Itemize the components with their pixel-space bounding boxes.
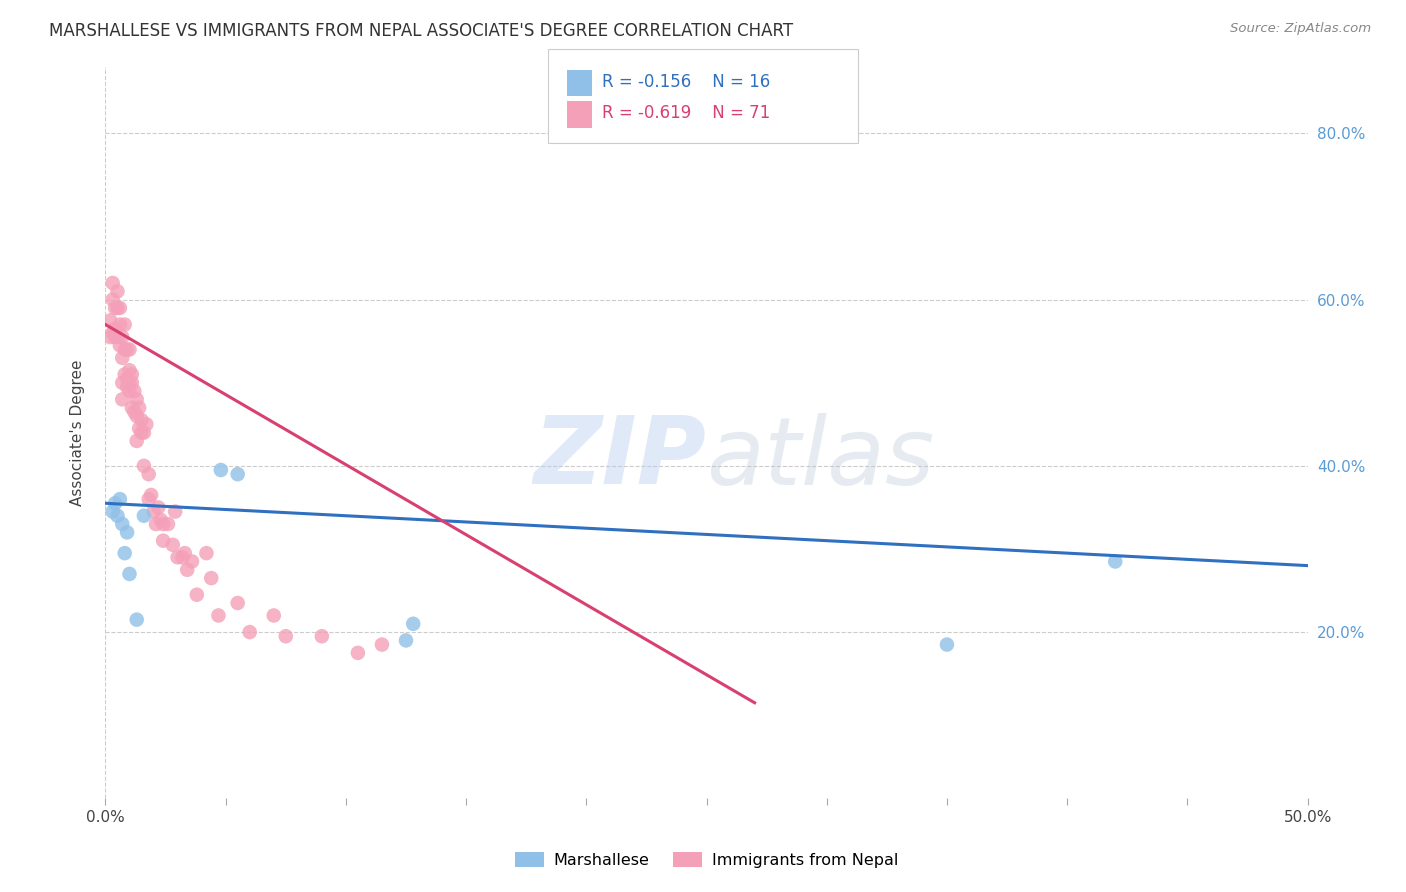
Point xyxy=(124,384,146,398)
Point xyxy=(118,384,141,398)
Point xyxy=(104,330,127,344)
Point xyxy=(156,516,179,531)
Point xyxy=(173,546,195,560)
Point xyxy=(186,588,208,602)
Point xyxy=(118,376,141,390)
Point xyxy=(121,401,143,415)
Point xyxy=(131,425,153,440)
Point xyxy=(118,343,141,357)
Text: MARSHALLESE VS IMMIGRANTS FROM NEPAL ASSOCIATE'S DEGREE CORRELATION CHART: MARSHALLESE VS IMMIGRANTS FROM NEPAL ASS… xyxy=(49,22,793,40)
Point xyxy=(347,646,370,660)
Point xyxy=(125,434,148,448)
Point xyxy=(149,513,172,527)
Text: R = -0.619    N = 71: R = -0.619 N = 71 xyxy=(602,104,770,122)
Point xyxy=(107,508,129,523)
Text: ZIP: ZIP xyxy=(534,412,707,504)
Point xyxy=(118,566,141,581)
Point xyxy=(132,458,155,473)
Point xyxy=(108,301,131,315)
Point xyxy=(107,301,129,315)
Point xyxy=(111,351,134,365)
Point xyxy=(165,505,187,519)
Point xyxy=(114,343,136,357)
Point xyxy=(138,467,160,482)
Text: R = -0.156    N = 16: R = -0.156 N = 16 xyxy=(602,73,770,91)
Point xyxy=(209,463,232,477)
Point xyxy=(111,330,134,344)
Point xyxy=(125,392,148,407)
Point xyxy=(115,343,138,357)
Point xyxy=(111,516,134,531)
Point xyxy=(104,301,127,315)
Point xyxy=(226,467,249,482)
Point xyxy=(121,376,143,390)
Point xyxy=(108,338,131,352)
Point xyxy=(395,633,418,648)
Point xyxy=(138,492,160,507)
Point xyxy=(181,554,204,568)
Point xyxy=(111,392,134,407)
Point xyxy=(125,613,148,627)
Point xyxy=(132,425,155,440)
Point xyxy=(148,500,170,515)
Text: Source: ZipAtlas.com: Source: ZipAtlas.com xyxy=(1230,22,1371,36)
Point xyxy=(195,546,218,560)
Point xyxy=(128,401,150,415)
Legend: Marshallese, Immigrants from Nepal: Marshallese, Immigrants from Nepal xyxy=(509,846,904,874)
Point xyxy=(162,538,184,552)
Point xyxy=(239,625,262,640)
Point xyxy=(115,371,138,385)
Point xyxy=(115,380,138,394)
Point xyxy=(207,608,229,623)
Point xyxy=(166,550,188,565)
Point xyxy=(114,546,136,560)
Point xyxy=(263,608,285,623)
Point xyxy=(107,330,129,344)
Point xyxy=(152,533,174,548)
Point xyxy=(108,492,131,507)
Point xyxy=(121,368,143,382)
Point xyxy=(1104,554,1126,568)
Point xyxy=(118,363,141,377)
Point xyxy=(107,285,129,299)
Point xyxy=(124,405,146,419)
Point xyxy=(111,376,134,390)
Point xyxy=(139,488,162,502)
Point xyxy=(125,409,148,423)
Point xyxy=(172,550,194,565)
Point xyxy=(101,326,124,340)
Text: atlas: atlas xyxy=(707,413,935,504)
Point xyxy=(176,563,198,577)
Point xyxy=(131,413,153,427)
Point xyxy=(145,516,167,531)
Point xyxy=(98,330,121,344)
Point xyxy=(132,508,155,523)
Point xyxy=(104,496,127,510)
Point xyxy=(152,516,174,531)
Point xyxy=(115,525,138,540)
Point xyxy=(98,313,121,327)
Point xyxy=(226,596,249,610)
Y-axis label: Associate's Degree: Associate's Degree xyxy=(70,359,86,506)
Point xyxy=(936,638,959,652)
Point xyxy=(114,368,136,382)
Point xyxy=(402,616,425,631)
Point xyxy=(108,318,131,332)
Point xyxy=(274,629,297,643)
Point xyxy=(135,417,157,432)
Point xyxy=(371,638,394,652)
Point xyxy=(128,421,150,435)
Point xyxy=(101,505,124,519)
Point xyxy=(311,629,333,643)
Point xyxy=(142,505,165,519)
Point xyxy=(101,276,124,290)
Point xyxy=(101,293,124,307)
Point xyxy=(200,571,222,585)
Point xyxy=(114,318,136,332)
Point xyxy=(104,322,127,336)
